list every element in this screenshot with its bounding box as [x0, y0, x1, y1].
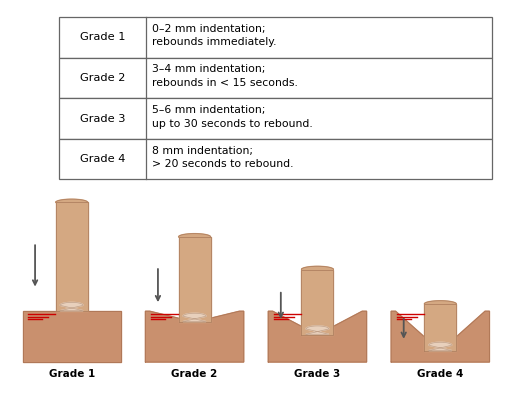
FancyBboxPatch shape	[59, 98, 492, 139]
Text: Grade 3: Grade 3	[80, 114, 125, 124]
Text: Grade 3: Grade 3	[294, 369, 340, 379]
Polygon shape	[302, 266, 333, 270]
Polygon shape	[268, 311, 367, 362]
FancyBboxPatch shape	[59, 17, 492, 58]
Polygon shape	[145, 311, 244, 362]
Text: Grade 4: Grade 4	[417, 369, 463, 379]
Text: Grade 2: Grade 2	[172, 369, 218, 379]
Text: 0–2 mm indentation;
rebounds immediately.: 0–2 mm indentation; rebounds immediately…	[152, 24, 276, 48]
Polygon shape	[60, 303, 83, 311]
Text: 8 mm indentation;
> 20 seconds to rebound.: 8 mm indentation; > 20 seconds to reboun…	[152, 146, 293, 169]
Polygon shape	[56, 202, 88, 311]
Polygon shape	[424, 304, 456, 351]
Polygon shape	[179, 234, 210, 237]
Polygon shape	[179, 237, 210, 322]
Polygon shape	[424, 301, 456, 304]
Polygon shape	[391, 311, 489, 362]
Polygon shape	[183, 313, 206, 322]
Polygon shape	[429, 342, 452, 350]
Polygon shape	[306, 326, 329, 334]
Polygon shape	[56, 199, 88, 202]
Text: Grade 1: Grade 1	[80, 32, 125, 42]
Text: 3–4 mm indentation;
rebounds in < 15 seconds.: 3–4 mm indentation; rebounds in < 15 sec…	[152, 65, 297, 88]
Text: 5–6 mm indentation;
up to 30 seconds to rebound.: 5–6 mm indentation; up to 30 seconds to …	[152, 105, 312, 129]
Polygon shape	[302, 270, 333, 335]
Polygon shape	[23, 311, 121, 362]
Text: Grade 1: Grade 1	[49, 369, 95, 379]
FancyBboxPatch shape	[59, 139, 492, 179]
FancyBboxPatch shape	[59, 58, 492, 98]
Text: Grade 4: Grade 4	[80, 154, 125, 164]
Text: Grade 2: Grade 2	[80, 73, 125, 83]
